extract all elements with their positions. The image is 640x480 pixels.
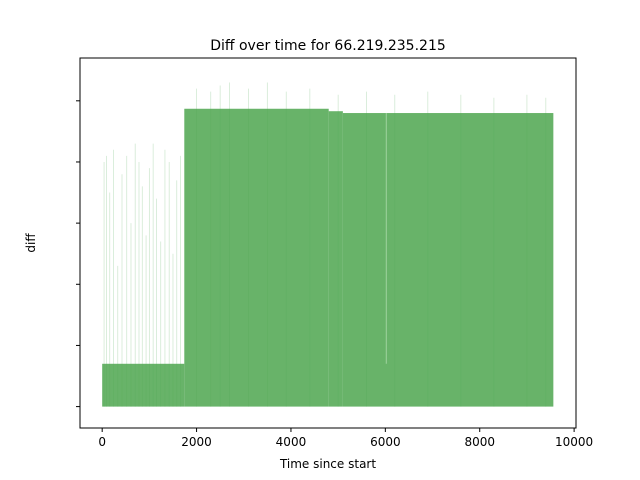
plot-area bbox=[102, 82, 554, 407]
area-segment-1 bbox=[184, 108, 329, 407]
x-tick-label-1: 2000 bbox=[181, 435, 212, 449]
chart-title: Diff over time for 66.219.235.215 bbox=[210, 38, 446, 54]
area-segment-3 bbox=[342, 113, 554, 407]
x-axis-label: Time since start bbox=[279, 457, 376, 471]
x-tick-label-3: 6000 bbox=[370, 435, 401, 449]
x-axis: 0 2000 4000 6000 8000 10000 bbox=[98, 428, 593, 449]
area-segment-2 bbox=[328, 111, 343, 407]
axes-frame bbox=[79, 57, 577, 429]
x-tick-label-5: 10000 bbox=[555, 435, 593, 449]
y-axis bbox=[76, 100, 80, 408]
x-tick-label-0: 0 bbox=[98, 435, 106, 449]
y-axis-label: diff bbox=[24, 233, 38, 253]
x-tick-label-2: 4000 bbox=[276, 435, 307, 449]
area-segment-0 bbox=[102, 363, 185, 407]
x-tick-label-4: 8000 bbox=[464, 435, 495, 449]
